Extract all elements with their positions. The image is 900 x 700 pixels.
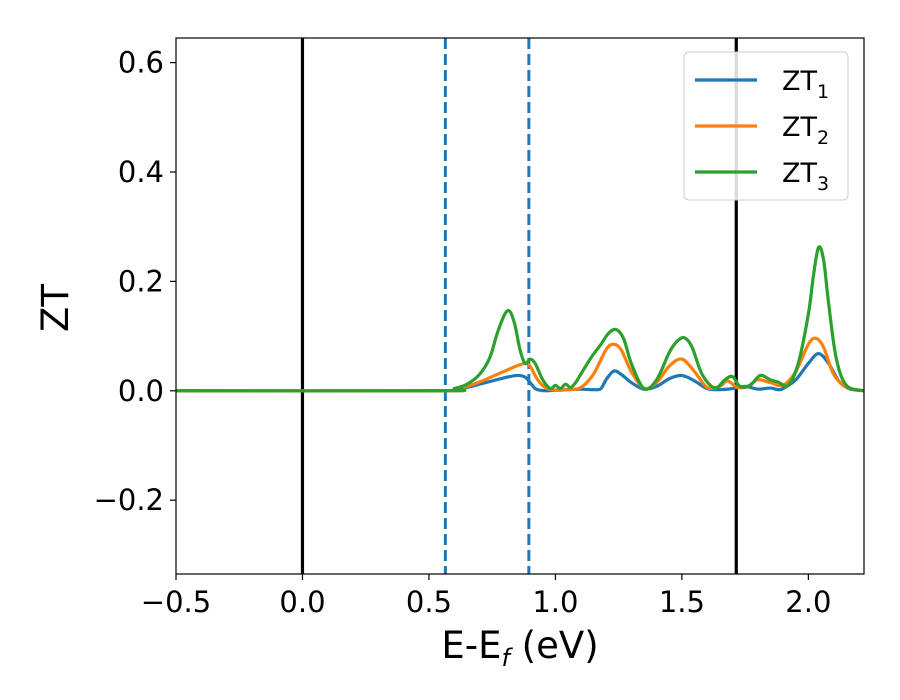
x-tick-label: 2.0 <box>785 585 831 619</box>
series-line-zt1 <box>176 351 864 393</box>
x-tick-label: 1.0 <box>532 585 578 619</box>
plot-frame <box>175 37 865 575</box>
series-lines <box>176 245 864 393</box>
x-tick-label: 0.0 <box>279 585 325 619</box>
y-axis-label: ZT <box>34 284 77 332</box>
series-line-zt3 <box>176 245 864 393</box>
y-tick-label: 0.0 <box>118 374 164 408</box>
y-tick-label: 0.2 <box>118 264 164 298</box>
y-tick-label: 0.6 <box>118 46 164 80</box>
legend-box <box>683 51 849 201</box>
x-tick-label: 1.5 <box>659 585 705 619</box>
x-axis-ticks: −0.5 0.0 0.5 1.0 1.5 2.0 <box>141 574 831 619</box>
x-axis-label: E-Ef (eV) <box>441 624 598 672</box>
legend-label-zt2: ZT2 <box>782 112 829 149</box>
x-tick-label: −0.5 <box>141 585 211 619</box>
legend: ZT1 ZT2 ZT3 <box>683 51 849 201</box>
y-axis-ticks: −0.2 0.0 0.2 0.4 0.6 <box>94 46 176 517</box>
reference-lines <box>300 38 738 574</box>
legend-label-zt3: ZT3 <box>782 158 829 195</box>
legend-label-zt1: ZT1 <box>782 66 829 103</box>
y-tick-label: −0.2 <box>94 483 164 517</box>
series-line-zt2 <box>176 336 864 393</box>
x-tick-label: 0.5 <box>406 585 452 619</box>
y-tick-label: 0.4 <box>118 155 164 189</box>
